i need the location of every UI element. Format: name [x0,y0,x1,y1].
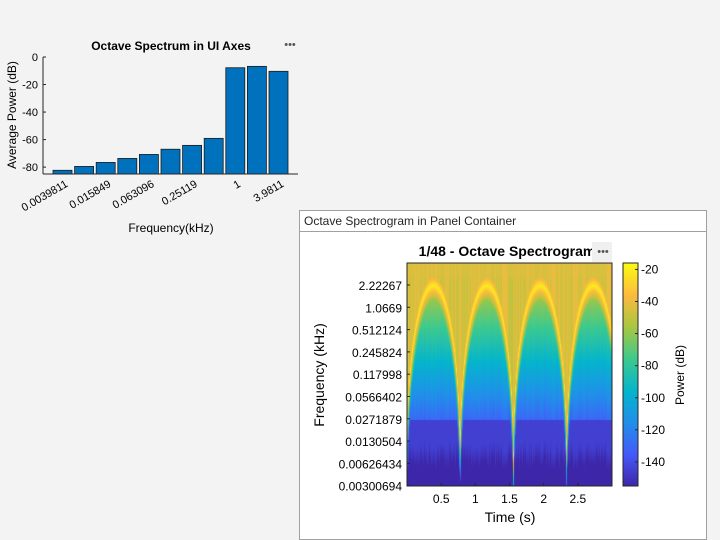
bar [268,70,289,175]
bar [203,137,224,175]
y-tick-label: 0 [32,52,38,64]
colorbar-tick-label: -80 [641,359,659,373]
bar [138,154,159,175]
bar [117,158,138,175]
bar [52,169,73,175]
colorbar-tick-label: -20 [641,262,659,276]
colorbar-tick-label: -100 [641,391,665,405]
colorbar [623,263,638,486]
y-tick-label: 1.0669 [365,301,402,315]
panel-divider [300,231,706,232]
panel-title: Octave Spectrogram in Panel Container [304,214,517,228]
x-tick-label: 3.9811 [252,178,286,205]
x-tick-label: 1 [472,492,479,506]
bar [182,144,203,175]
bar-y-label: Average Power (dB) [5,61,19,169]
bar [74,166,94,175]
y-tick-label: 0.0271879 [345,413,402,427]
colorbar-box [622,262,639,487]
spectrogram-axes-box [406,262,613,487]
bar [95,162,116,175]
axes-toolbar-bg [592,242,612,262]
bar [160,148,181,175]
bar-chart-title: Octave Spectrum in UI Axes [91,39,251,53]
y-tick-label: 0.245824 [352,346,402,360]
colorbar-tick-label: -40 [641,295,659,309]
x-tick-label: 0.25119 [160,178,200,208]
spectrogram-x-label: Time (s) [485,509,536,525]
x-tick-label: 1 [231,178,242,191]
axes-toolbar-button[interactable]: ••• [284,39,296,51]
bar-chart: Octave Spectrum in UI Axes ••• 0 -20 -40 -6… [5,39,298,235]
y-tick-label: 0.00626434 [339,457,403,471]
y-tick-label: -80 [22,162,38,174]
colorbar-tick-label: -120 [641,423,665,437]
y-tick-label: 0.117998 [353,368,402,382]
x-tick-label: 0.063096 [111,178,157,211]
spectrogram-title: 1/48 - Octave Spectrogram [419,243,596,259]
colorbar-tick-label: -60 [641,327,659,341]
bar [246,65,267,175]
y-tick-label: 0.00300694 [339,480,403,494]
x-tick-label: 1.5 [501,492,518,506]
y-tick-label: 0.0566402 [345,391,402,405]
y-tick-label: -20 [22,80,38,92]
bar-x-label: Frequency(kHz) [128,221,213,235]
colorbar-label: Power (dB) [673,345,687,405]
x-tick-label: 0.015849 [67,178,113,211]
spectrogram-y-label: Frequency (kHz) [311,323,327,426]
spectrogram-image [407,263,612,486]
y-tick-label: -40 [22,107,38,119]
y-tick-label: -60 [22,135,38,147]
bar [225,67,246,175]
x-tick-label: 0.5 [433,492,450,506]
spectrogram-chart: 1/48 - Octave Spectrogram ••• 0.5 1 1.5 2 2.… [311,242,687,525]
y-tick-label: 2.22267 [359,279,403,293]
x-tick-label: 0.0039811 [20,178,70,214]
axes-toolbar-button[interactable]: ••• [597,246,609,258]
x-tick-label: 2 [540,492,547,506]
y-tick-label: 0.512124 [352,324,402,338]
colorbar-tick-label: -140 [641,455,665,469]
y-tick-label: 0.0130504 [345,435,402,449]
x-tick-label: 2.5 [569,492,586,506]
